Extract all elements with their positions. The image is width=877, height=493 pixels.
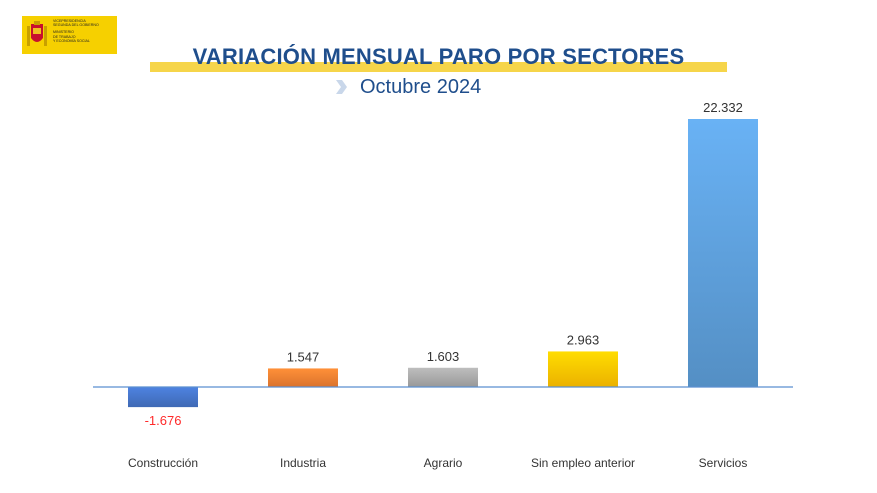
bar-0 <box>128 387 198 408</box>
bar-1 <box>268 368 338 387</box>
category-label-3: Sin empleo anterior <box>531 456 635 470</box>
chart-title: VARIACIÓN MENSUAL PARO POR SECTORES <box>192 44 685 69</box>
value-label-2: 1.603 <box>427 349 460 364</box>
title-highlight-band <box>150 62 727 72</box>
bar-3 <box>548 351 618 387</box>
government-logo: Vicepresidencia Segunda del Gobierno Min… <box>22 16 117 54</box>
category-label-0: Construcción <box>128 456 198 470</box>
logo-text: Vicepresidencia Segunda del Gobierno Min… <box>53 19 99 43</box>
coat-of-arms-icon <box>27 21 47 46</box>
bar-2 <box>408 367 478 387</box>
category-label-4: Servicios <box>699 456 748 470</box>
category-label-1: Industria <box>280 456 326 470</box>
chevron-right-icon <box>336 80 347 94</box>
category-label-2: Agrario <box>424 456 463 470</box>
value-label-1: 1.547 <box>287 349 320 364</box>
value-label-3: 2.963 <box>567 332 600 347</box>
value-label-4: 22.332 <box>703 100 743 115</box>
value-label-0: -1.676 <box>145 413 182 428</box>
chart-subtitle: Octubre 2024 <box>360 76 482 98</box>
bar-4 <box>688 119 758 387</box>
